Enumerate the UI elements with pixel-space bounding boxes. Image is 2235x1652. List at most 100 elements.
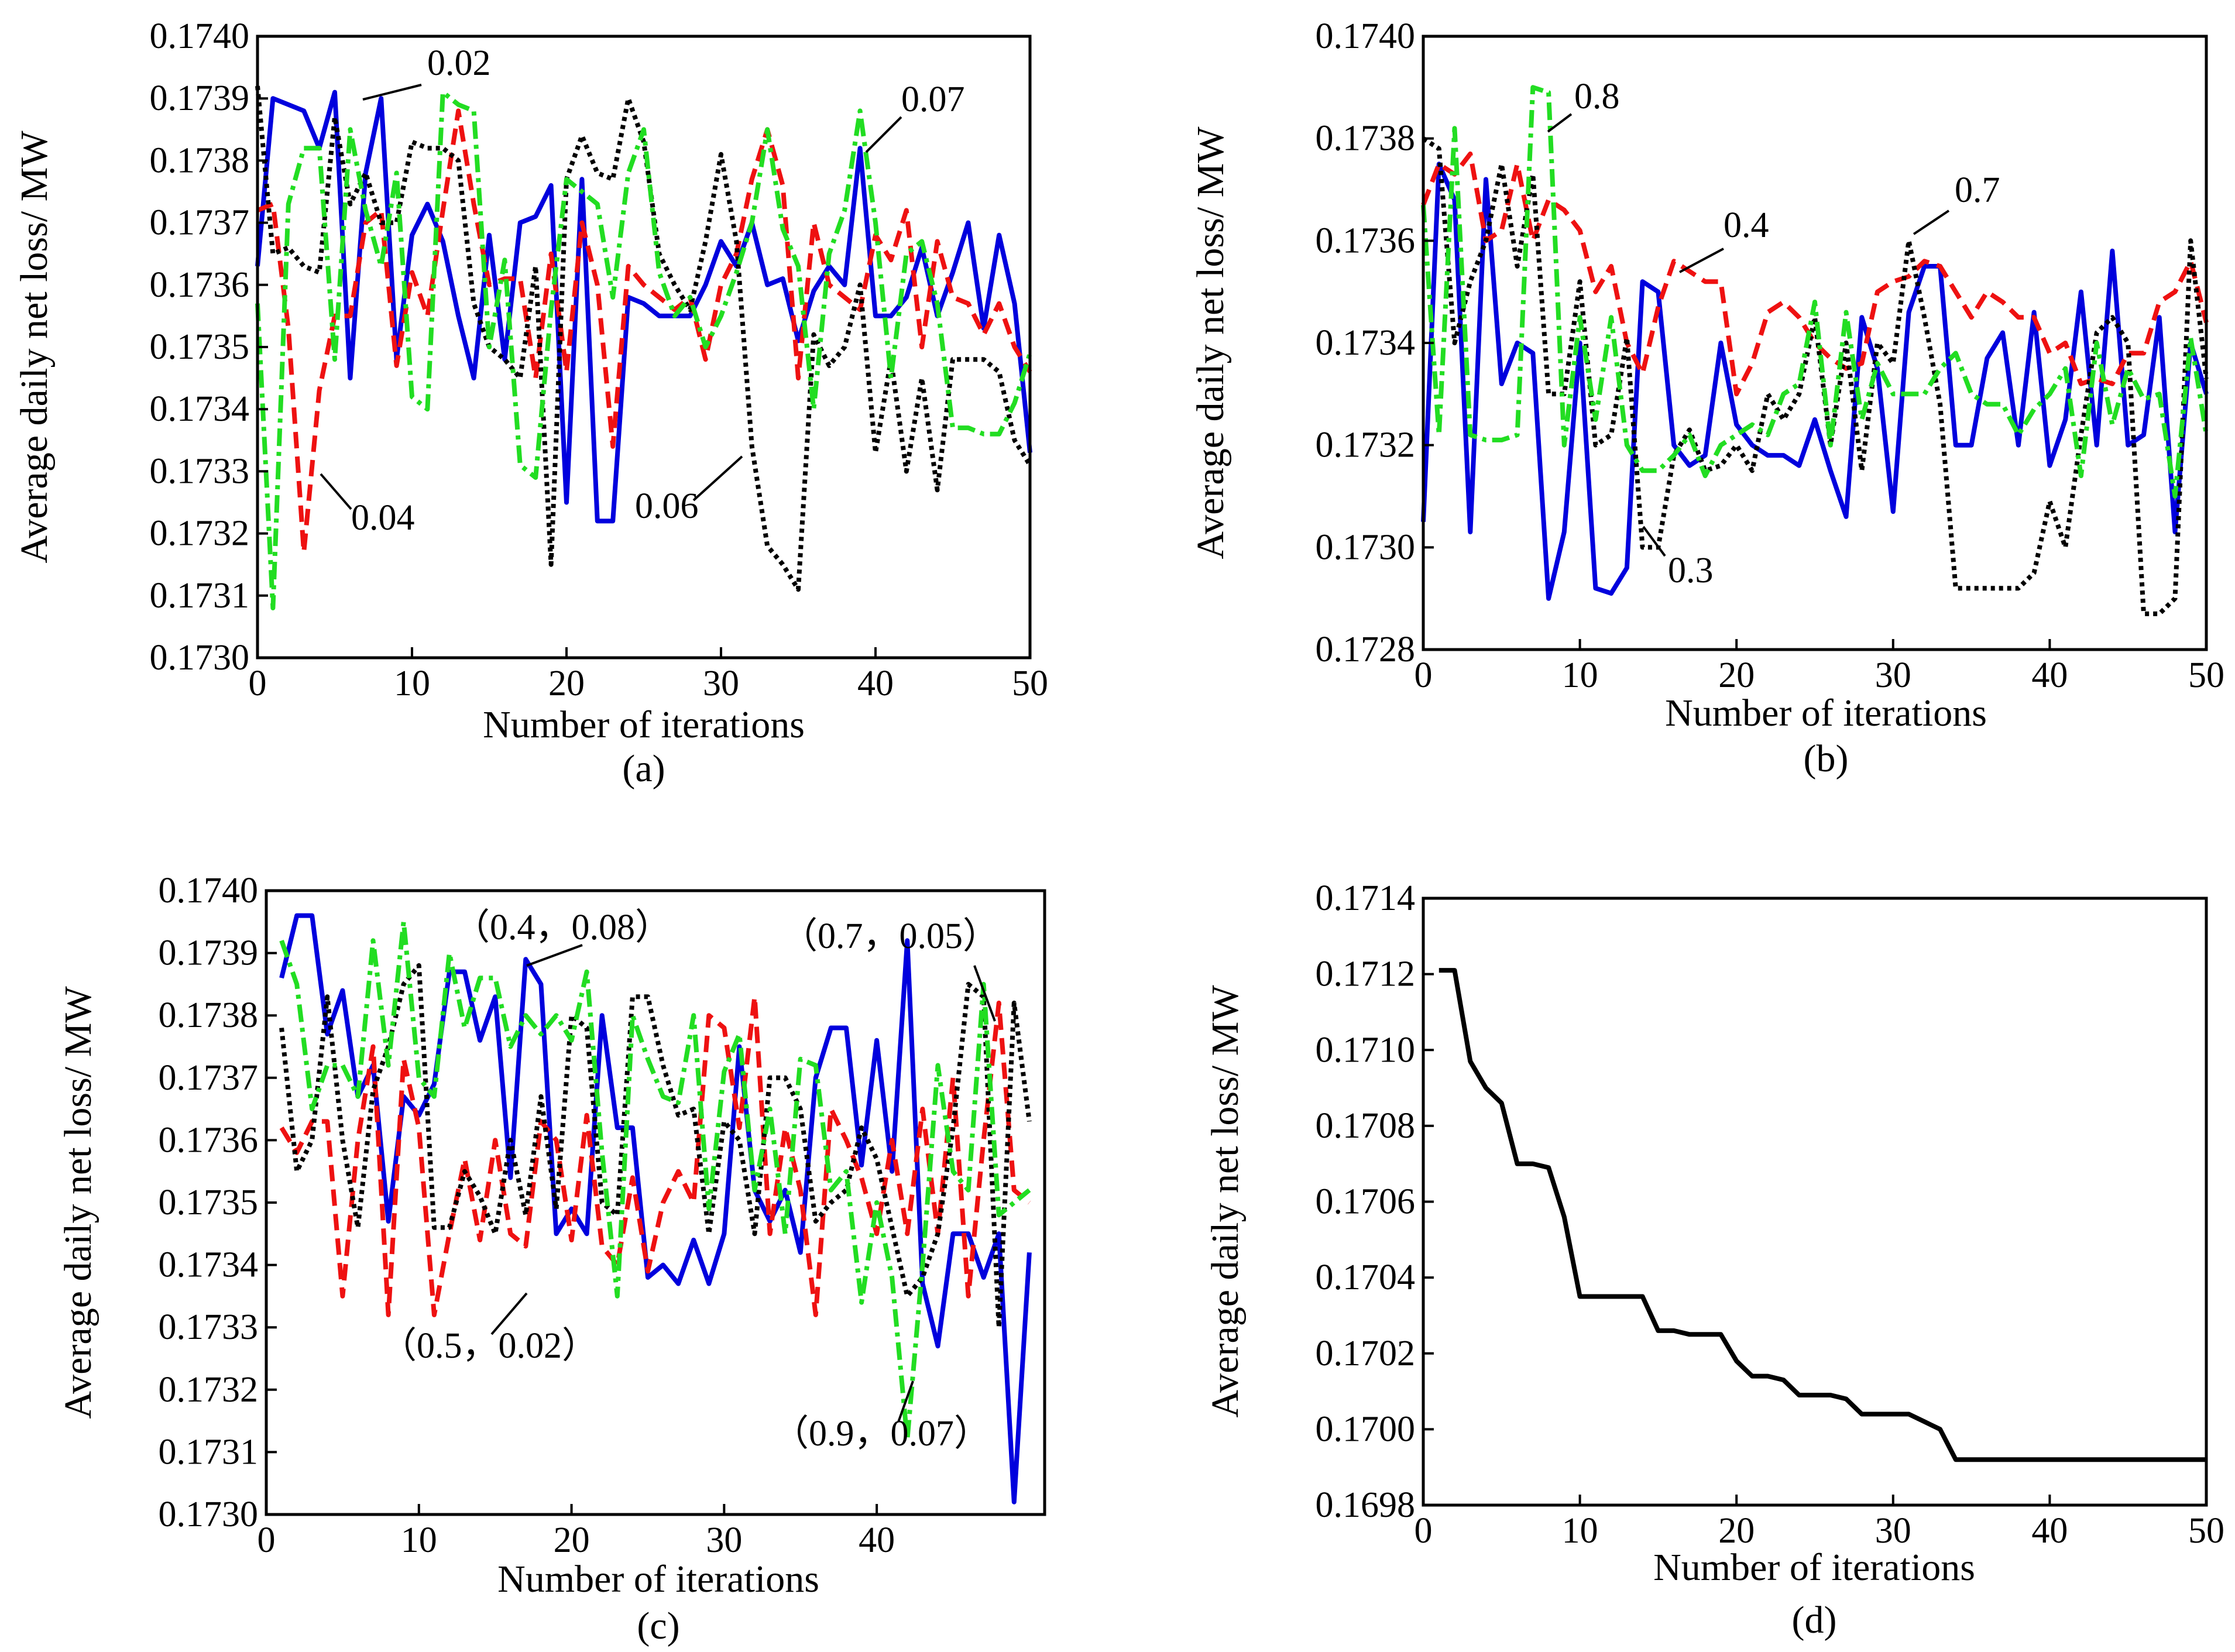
series-line-2 [1421, 151, 2209, 397]
y-tick-label: 0.1733 [159, 1307, 259, 1347]
y-tick-label: 0.1731 [150, 576, 250, 616]
x-tick-label: 10 [401, 1520, 437, 1560]
y-tick-label: 0.1732 [159, 1370, 259, 1410]
x-tick-label: 20 [1718, 1511, 1755, 1551]
annotation-leader [692, 455, 743, 502]
x-tick-label: 0 [1415, 655, 1433, 695]
y-tick-label: 0.1740 [1316, 16, 1416, 56]
series-line-1 [279, 913, 1032, 1505]
series-line-4 [279, 919, 1031, 1443]
x-tick-label: 10 [394, 664, 430, 703]
chart-panel-4: 0.1698 0.1700 0.1702 0.1704 0.1706 0.1708 0.17… [1204, 878, 2224, 1641]
y-tick-label: 0.1737 [159, 1058, 259, 1098]
y-tick-label: 0.1714 [1316, 878, 1416, 918]
series-line-3 [279, 963, 1032, 1330]
plot-frame [1422, 897, 2208, 1507]
series-annotation: （0.7，0.05） [781, 916, 999, 956]
series-line-3 [1422, 136, 2209, 616]
x-tick-label: 30 [706, 1520, 742, 1560]
y-tick-label: 0.1735 [159, 1183, 259, 1222]
y-tick-label: 0.1710 [1316, 1030, 1416, 1070]
x-axis-label: Number of iterations [483, 703, 805, 746]
x-tick-label: 10 [1562, 1511, 1598, 1551]
y-axis-label: Average daily net loss/ MW [57, 986, 99, 1419]
x-tick-label: 0 [249, 664, 267, 703]
y-tick-label: 0.1736 [159, 1120, 259, 1160]
y-tick-label: 0.1739 [150, 78, 250, 118]
y-axis-label: Average daily net loss/ MW [1204, 985, 1247, 1418]
series-line-1 [1421, 162, 2209, 601]
x-tick-label: 40 [857, 664, 894, 703]
y-tick-label: 0.1731 [159, 1432, 259, 1472]
y-tick-label: 0.1732 [1316, 425, 1416, 465]
y-tick-label: 0.1737 [150, 203, 250, 243]
annotation-leader [490, 1292, 528, 1335]
annotation-leader [1547, 113, 1573, 133]
x-tick-label: 0 [1415, 1511, 1433, 1551]
y-tick-label: 0.1738 [1316, 119, 1416, 159]
annotation-leader [1913, 209, 1950, 235]
x-tick-label: 40 [2031, 655, 2068, 695]
y-tick-label: 0.1733 [150, 451, 250, 491]
y-tick-label: 0.1698 [1316, 1485, 1416, 1525]
y-tick-label: 0.1734 [150, 389, 250, 429]
y-tick-label: 0.1738 [150, 140, 250, 180]
annotation-leader [973, 965, 996, 1022]
y-tick-label: 0.1736 [150, 265, 250, 305]
y-tick-label: 0.1730 [159, 1495, 259, 1534]
x-tick-label: 20 [548, 664, 585, 703]
series-annotation: 0.7 [1955, 170, 2000, 210]
x-tick-label: 30 [1875, 655, 1911, 695]
chart-panel-3: 0.1730 0.1731 0.1732 0.1733 0.1734 0.1735 0.17… [57, 871, 1046, 1647]
series-line-2 [256, 108, 1032, 555]
annotation-leader [362, 84, 422, 101]
chart-panel-1: 0.1730 0.1731 0.1732 0.1733 0.1734 0.1735 0.17… [13, 16, 1048, 790]
x-tick-label: 40 [2031, 1511, 2068, 1551]
plot-frame [1422, 35, 2208, 651]
x-tick-label: 50 [2188, 1511, 2224, 1551]
series-annotation: （0.5，0.02） [380, 1326, 598, 1366]
panel-label: (a) [622, 747, 665, 790]
panel-label: (d) [1792, 1599, 1837, 1641]
y-tick-label: 0.1728 [1316, 630, 1416, 669]
y-tick-label: 0.1712 [1316, 954, 1416, 994]
y-tick-label: 0.1708 [1316, 1106, 1416, 1146]
series-annotation: 0.8 [1574, 77, 1620, 116]
y-tick-label: 0.1730 [1316, 527, 1416, 567]
y-tick-label: 0.1736 [1316, 221, 1416, 260]
y-axis-label: Average daily net loss/ MW [1189, 126, 1232, 559]
annotation-leader [865, 116, 902, 153]
x-tick-label: 30 [703, 664, 739, 703]
x-tick-label: 30 [1875, 1511, 1911, 1551]
y-tick-label: 0.1730 [150, 638, 250, 678]
y-tick-label: 0.1734 [1316, 323, 1416, 363]
x-tick-label: 10 [1562, 655, 1598, 695]
series-line-4 [1421, 85, 2209, 499]
y-tick-label: 0.1706 [1316, 1182, 1416, 1222]
series-annotation: （0.9，0.07） [773, 1414, 990, 1454]
series-annotation: 0.02 [427, 43, 491, 83]
annotation-leader [1642, 526, 1666, 557]
annotation-leader [526, 944, 583, 967]
x-axis-label: Number of iterations [1653, 1546, 1975, 1589]
x-axis-label: Number of iterations [497, 1558, 819, 1601]
annotation-leader [320, 473, 352, 510]
y-tick-label: 0.1740 [159, 871, 259, 911]
series-line-2 [279, 994, 1031, 1317]
y-axis-label: Average daily net loss/ MW [13, 130, 56, 564]
annotation-leader [1679, 248, 1724, 273]
y-tick-label: 0.1739 [159, 933, 259, 973]
series-annotation: 0.06 [635, 486, 699, 526]
chart-panel-2: 0.1728 0.1730 0.1732 0.1734 0.1736 0.1738 0.17… [1189, 16, 2224, 780]
x-tick-label: 20 [554, 1520, 590, 1560]
y-tick-label: 0.1700 [1316, 1409, 1416, 1449]
y-tick-label: 0.1735 [150, 327, 250, 367]
y-tick-label: 0.1738 [159, 995, 259, 1035]
x-tick-label: 20 [1718, 655, 1755, 695]
panel-label: (b) [1804, 737, 1849, 780]
x-tick-label: 50 [1012, 664, 1048, 703]
series-annotation: 0.3 [1668, 551, 1714, 590]
x-tick-label: 40 [859, 1520, 895, 1560]
series-annotation: 0.4 [1724, 205, 1769, 245]
